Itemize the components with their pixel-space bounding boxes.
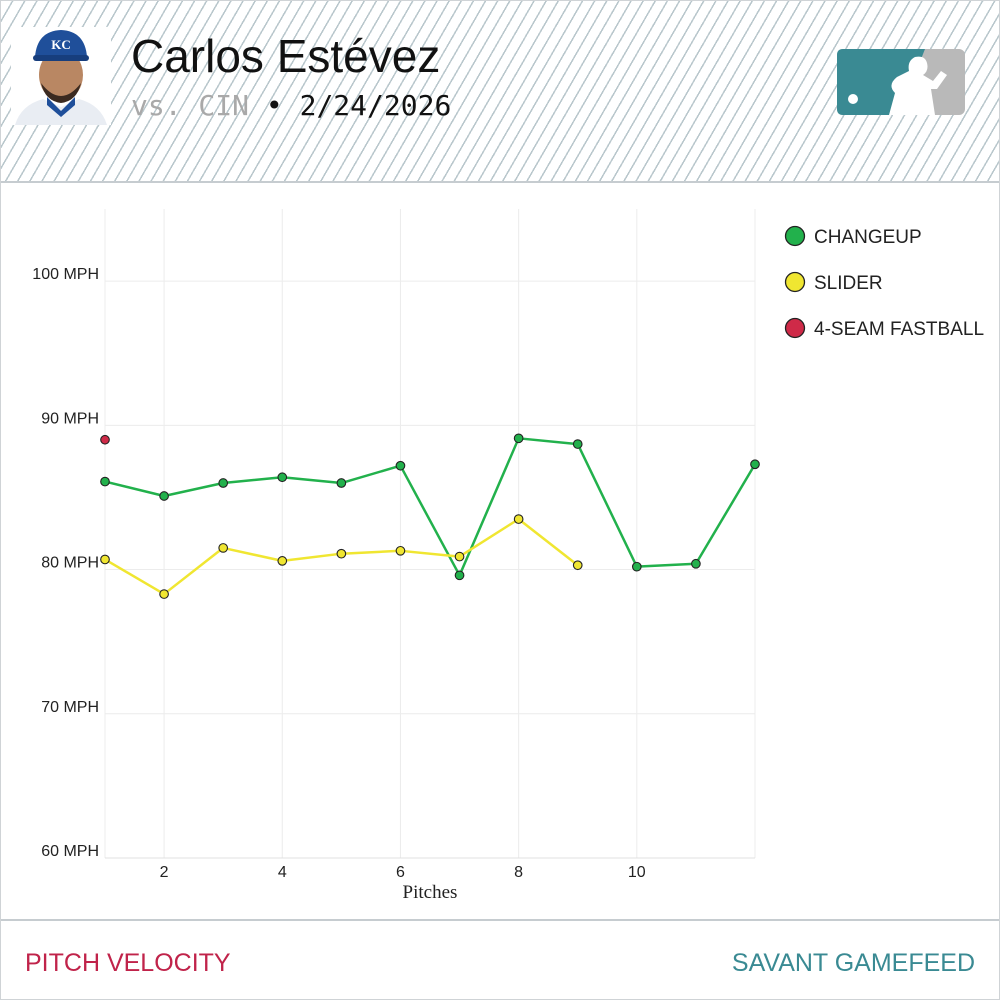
legend-swatch bbox=[784, 317, 806, 339]
data-point bbox=[159, 589, 169, 599]
y-tick-label: 90 MPH bbox=[41, 410, 99, 427]
data-point bbox=[395, 460, 406, 471]
chart-type-label: PITCH VELOCITY bbox=[25, 949, 231, 977]
series-line bbox=[104, 437, 757, 577]
x-tick-label: 2 bbox=[160, 864, 169, 881]
cap-logo-text: KC bbox=[51, 37, 71, 52]
data-point bbox=[336, 548, 347, 559]
header: KC Carlos Estévez vs. CIN • 2/24/2026 bbox=[1, 1, 999, 183]
chart-legend: CHANGEUP SLIDER 4-SEAM FASTBALL bbox=[784, 225, 984, 340]
data-point bbox=[691, 558, 701, 569]
legend-label: CHANGEUP bbox=[814, 227, 922, 248]
x-tick-label: 6 bbox=[396, 864, 405, 881]
y-tick-label: 100 MPH bbox=[32, 266, 99, 283]
footer: PITCH VELOCITY SAVANT GAMEFEED bbox=[1, 919, 999, 999]
y-tick-label: 70 MPH bbox=[41, 699, 99, 716]
x-tick-label: 4 bbox=[278, 864, 287, 881]
opponent-label: vs. CIN bbox=[131, 89, 250, 122]
data-point bbox=[159, 491, 169, 501]
data-point bbox=[218, 543, 229, 553]
data-point bbox=[513, 514, 524, 524]
player-name: Carlos Estévez bbox=[131, 30, 441, 82]
legend-swatch bbox=[784, 271, 806, 293]
data-point bbox=[100, 434, 110, 445]
data-point bbox=[336, 478, 347, 488]
chart-axes: 60 MPH 70 MPH 80 MPH 90 MPH 100 MPH 2 4 6 8 10 Pit… bbox=[32, 266, 755, 903]
legend-swatch bbox=[784, 225, 806, 247]
x-axis-title: Pitches bbox=[403, 882, 458, 903]
x-tick-label: 10 bbox=[628, 864, 646, 881]
x-tick-label: 8 bbox=[514, 864, 523, 881]
player-avatar: KC bbox=[11, 27, 111, 125]
data-point bbox=[513, 433, 524, 444]
y-tick-label: 60 MPH bbox=[41, 843, 99, 860]
brand-label: SAVANT GAMEFEED bbox=[731, 949, 975, 977]
data-point bbox=[395, 545, 406, 556]
chart-series bbox=[100, 433, 760, 599]
data-point bbox=[750, 459, 760, 470]
data-point bbox=[277, 556, 288, 566]
data-point bbox=[277, 472, 288, 483]
y-tick-label: 80 MPH bbox=[41, 555, 99, 572]
mlb-logo-icon bbox=[837, 49, 965, 115]
data-point bbox=[454, 570, 465, 581]
chart-grid bbox=[104, 209, 756, 859]
data-point bbox=[218, 478, 229, 488]
game-info: vs. CIN • 2/24/2026 bbox=[131, 89, 451, 122]
data-point bbox=[631, 561, 642, 572]
separator-dot: • bbox=[265, 89, 283, 122]
data-point bbox=[100, 554, 110, 565]
game-date: 2/24/2026 bbox=[299, 89, 452, 122]
velocity-chart: 60 MPH 70 MPH 80 MPH 90 MPH 100 MPH 2 4 6 8 10 Pit… bbox=[32, 209, 984, 903]
data-point bbox=[454, 551, 465, 562]
data-point bbox=[100, 476, 110, 487]
legend-label: SLIDER bbox=[814, 273, 883, 294]
data-point bbox=[572, 560, 583, 571]
data-point bbox=[572, 439, 583, 449]
legend-label: 4-SEAM FASTBALL bbox=[814, 319, 984, 340]
